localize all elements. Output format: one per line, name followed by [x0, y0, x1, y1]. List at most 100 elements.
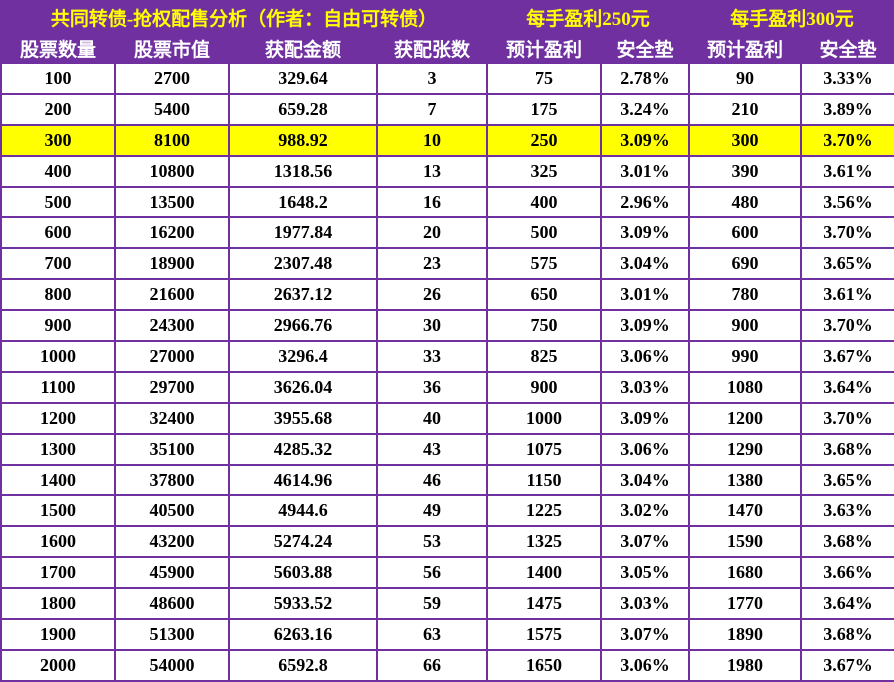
table-cell: 750: [486, 309, 603, 343]
table-cell: 7: [375, 92, 489, 126]
table-row: 1500 40500 4944.6 49 1225 3.02% 1470 3.63%: [0, 494, 894, 528]
table-cell: 6263.16: [228, 618, 378, 651]
table-cell: 600: [688, 216, 803, 250]
table-cell: 390: [688, 154, 803, 188]
table-cell: 825: [486, 340, 603, 373]
table-cell: 3.09%: [600, 123, 691, 157]
table-cell: 32400: [114, 401, 230, 435]
table-cell: 5933.52: [228, 587, 378, 621]
table-row: 1600 43200 5274.24 53 1325 3.07% 1590 3.68%: [0, 525, 894, 559]
col-header-expected-profit-250: 预计盈利: [486, 32, 603, 64]
table-cell: 2700: [114, 62, 230, 95]
title-row: 共同转债-抢权配售分析（作者：自由可转债） 每手盈利250元 每手盈利300元: [0, 0, 894, 34]
table-cell: 3.09%: [600, 216, 691, 250]
table-row: 1800 48600 5933.52 59 1475 3.03% 1770 3.64%: [0, 587, 894, 621]
table-cell: 1980: [688, 648, 803, 682]
table-cell: 1300: [0, 432, 116, 466]
table-cell: 1080: [688, 370, 803, 404]
table-cell: 1150: [486, 463, 603, 497]
table-cell: 45900: [114, 556, 230, 590]
table-cell: 4285.32: [228, 432, 378, 466]
table-cell: 690: [688, 247, 803, 281]
table-cell: 329.64: [228, 62, 378, 95]
table-row: 800 21600 2637.12 26 650 3.01% 780 3.61%: [0, 278, 894, 312]
table-cell: 35100: [114, 432, 230, 466]
table-cell: 1590: [688, 525, 803, 559]
table-cell: 3.68%: [800, 525, 894, 559]
table-cell: 53: [375, 525, 489, 559]
table-cell: 27000: [114, 340, 230, 373]
table-cell: 400: [486, 185, 603, 219]
table-row: 1400 37800 4614.96 46 1150 3.04% 1380 3.65%: [0, 463, 894, 497]
table-cell: 780: [688, 278, 803, 312]
table-cell: 37800: [114, 463, 230, 497]
table-cell: 43200: [114, 525, 230, 559]
group-header-profit-300: 每手盈利300元: [688, 0, 894, 34]
table-title: 共同转债-抢权配售分析（作者：自由可转债）: [0, 0, 489, 34]
table-cell: 1075: [486, 432, 603, 466]
table-cell: 56: [375, 556, 489, 590]
group-header-profit-250: 每手盈利250元: [486, 0, 691, 34]
table-cell: 1700: [0, 556, 116, 590]
table-row: 1700 45900 5603.88 56 1400 3.05% 1680 3.66%: [0, 556, 894, 590]
table-row: 900 24300 2966.76 30 750 3.09% 900 3.70%: [0, 309, 894, 343]
table-row: 600 16200 1977.84 20 500 3.09% 600 3.70%: [0, 216, 894, 250]
table-cell: 3.70%: [800, 123, 894, 157]
table-cell: 3.68%: [800, 432, 894, 466]
table-cell: 46: [375, 463, 489, 497]
table-cell: 1648.2: [228, 185, 378, 219]
table-row: 1000 27000 3296.4 33 825 3.06% 990 3.67%: [0, 340, 894, 373]
table-cell: 3955.68: [228, 401, 378, 435]
table-cell: 2637.12: [228, 278, 378, 312]
table-cell: 3.33%: [800, 62, 894, 95]
table-cell: 200: [0, 92, 116, 126]
table-cell: 2.96%: [600, 185, 691, 219]
table-cell: 24300: [114, 309, 230, 343]
col-header-safety-cushion-300: 安全垫: [800, 32, 894, 64]
table-cell: 13500: [114, 185, 230, 219]
table-cell: 175: [486, 92, 603, 126]
table-cell: 3.03%: [600, 370, 691, 404]
table-cell: 400: [0, 154, 116, 188]
col-header-market-value: 股票市值: [114, 32, 230, 64]
table-cell: 8100: [114, 123, 230, 157]
table-cell: 3.64%: [800, 587, 894, 621]
table-cell: 3.06%: [600, 340, 691, 373]
table-cell: 900: [688, 309, 803, 343]
table-cell: 2.78%: [600, 62, 691, 95]
table-cell: 3.01%: [600, 154, 691, 188]
table-cell: 66: [375, 648, 489, 682]
table-cell: 1800: [0, 587, 116, 621]
table-cell: 40500: [114, 494, 230, 528]
table-cell: 54000: [114, 648, 230, 682]
table-cell: 500: [0, 185, 116, 219]
table-row: 100 2700 329.64 3 75 2.78% 90 3.33%: [0, 62, 894, 95]
table-cell: 500: [486, 216, 603, 250]
table-cell: 3.63%: [800, 494, 894, 528]
table-cell: 3.02%: [600, 494, 691, 528]
table-cell: 2000: [0, 648, 116, 682]
table-cell: 250: [486, 123, 603, 157]
table-cell: 4944.6: [228, 494, 378, 528]
table-cell: 1890: [688, 618, 803, 651]
table-cell: 13: [375, 154, 489, 188]
table-cell: 1500: [0, 494, 116, 528]
table-row: 300 8100 988.92 10 250 3.09% 300 3.70%: [0, 123, 894, 157]
table-cell: 700: [0, 247, 116, 281]
table-cell: 3.06%: [600, 648, 691, 682]
table-cell: 3.89%: [800, 92, 894, 126]
table-row: 1300 35100 4285.32 43 1075 3.06% 1290 3.68%: [0, 432, 894, 466]
table-cell: 1225: [486, 494, 603, 528]
table-cell: 3.61%: [800, 278, 894, 312]
table-cell: 63: [375, 618, 489, 651]
table-cell: 1000: [0, 340, 116, 373]
table-cell: 75: [486, 62, 603, 95]
table-cell: 800: [0, 278, 116, 312]
table-cell: 90: [688, 62, 803, 95]
table-cell: 3.67%: [800, 648, 894, 682]
table-cell: 1380: [688, 463, 803, 497]
table-cell: 1325: [486, 525, 603, 559]
col-header-expected-profit-300: 预计盈利: [688, 32, 803, 64]
table-cell: 1650: [486, 648, 603, 682]
table-cell: 3.06%: [600, 432, 691, 466]
